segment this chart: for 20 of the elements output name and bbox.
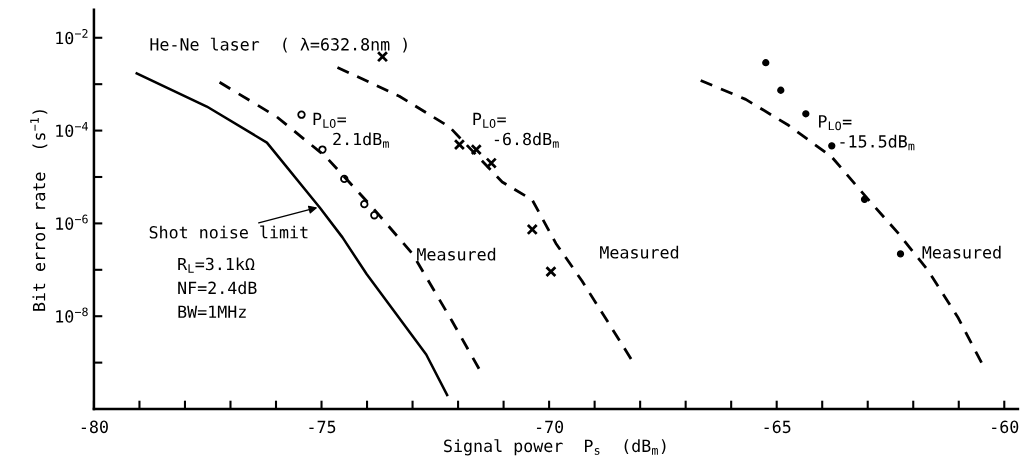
annotation: Shot noise limit xyxy=(149,225,308,239)
annotation: Measured xyxy=(417,247,496,261)
annotation: R$_{L}$=3.1kΩ NF=2.4dB BW=1MHz xyxy=(178,257,257,318)
annotation: Measured xyxy=(922,245,1001,259)
y-tick-label: 10$^{−4}$ xyxy=(56,121,88,138)
y-tick-label: 10$^{−6}$ xyxy=(56,214,88,230)
x-tick-label: -60 xyxy=(992,420,1019,434)
y-axis-title: Bit error rate (s$^{−1}$) xyxy=(30,110,48,311)
annotation: P$_{LO}$= 2.1dB$_{m}$ xyxy=(313,112,389,148)
x-tick-label: -65 xyxy=(764,420,791,434)
y-tick-label: 10$^{−2}$ xyxy=(56,28,88,45)
y-tick-label: 10$^{−8}$ xyxy=(56,307,88,323)
annotation: He-Ne laser ( λ=632.8nm ) xyxy=(150,37,407,53)
text: Signal power P$_{s}$ (dB$_{m}$) xyxy=(444,439,666,456)
x-tick-label: -80 xyxy=(81,420,108,434)
x-tick-label: -70 xyxy=(536,420,564,434)
annotation: P$_{LO}$= -6.8dB$_{m}$ xyxy=(473,112,559,148)
annotation: P$_{LO}$= -15.5dB$_{m}$ xyxy=(819,115,915,151)
x-tick-label: -75 xyxy=(309,420,336,434)
annotation: Measured xyxy=(600,245,679,259)
